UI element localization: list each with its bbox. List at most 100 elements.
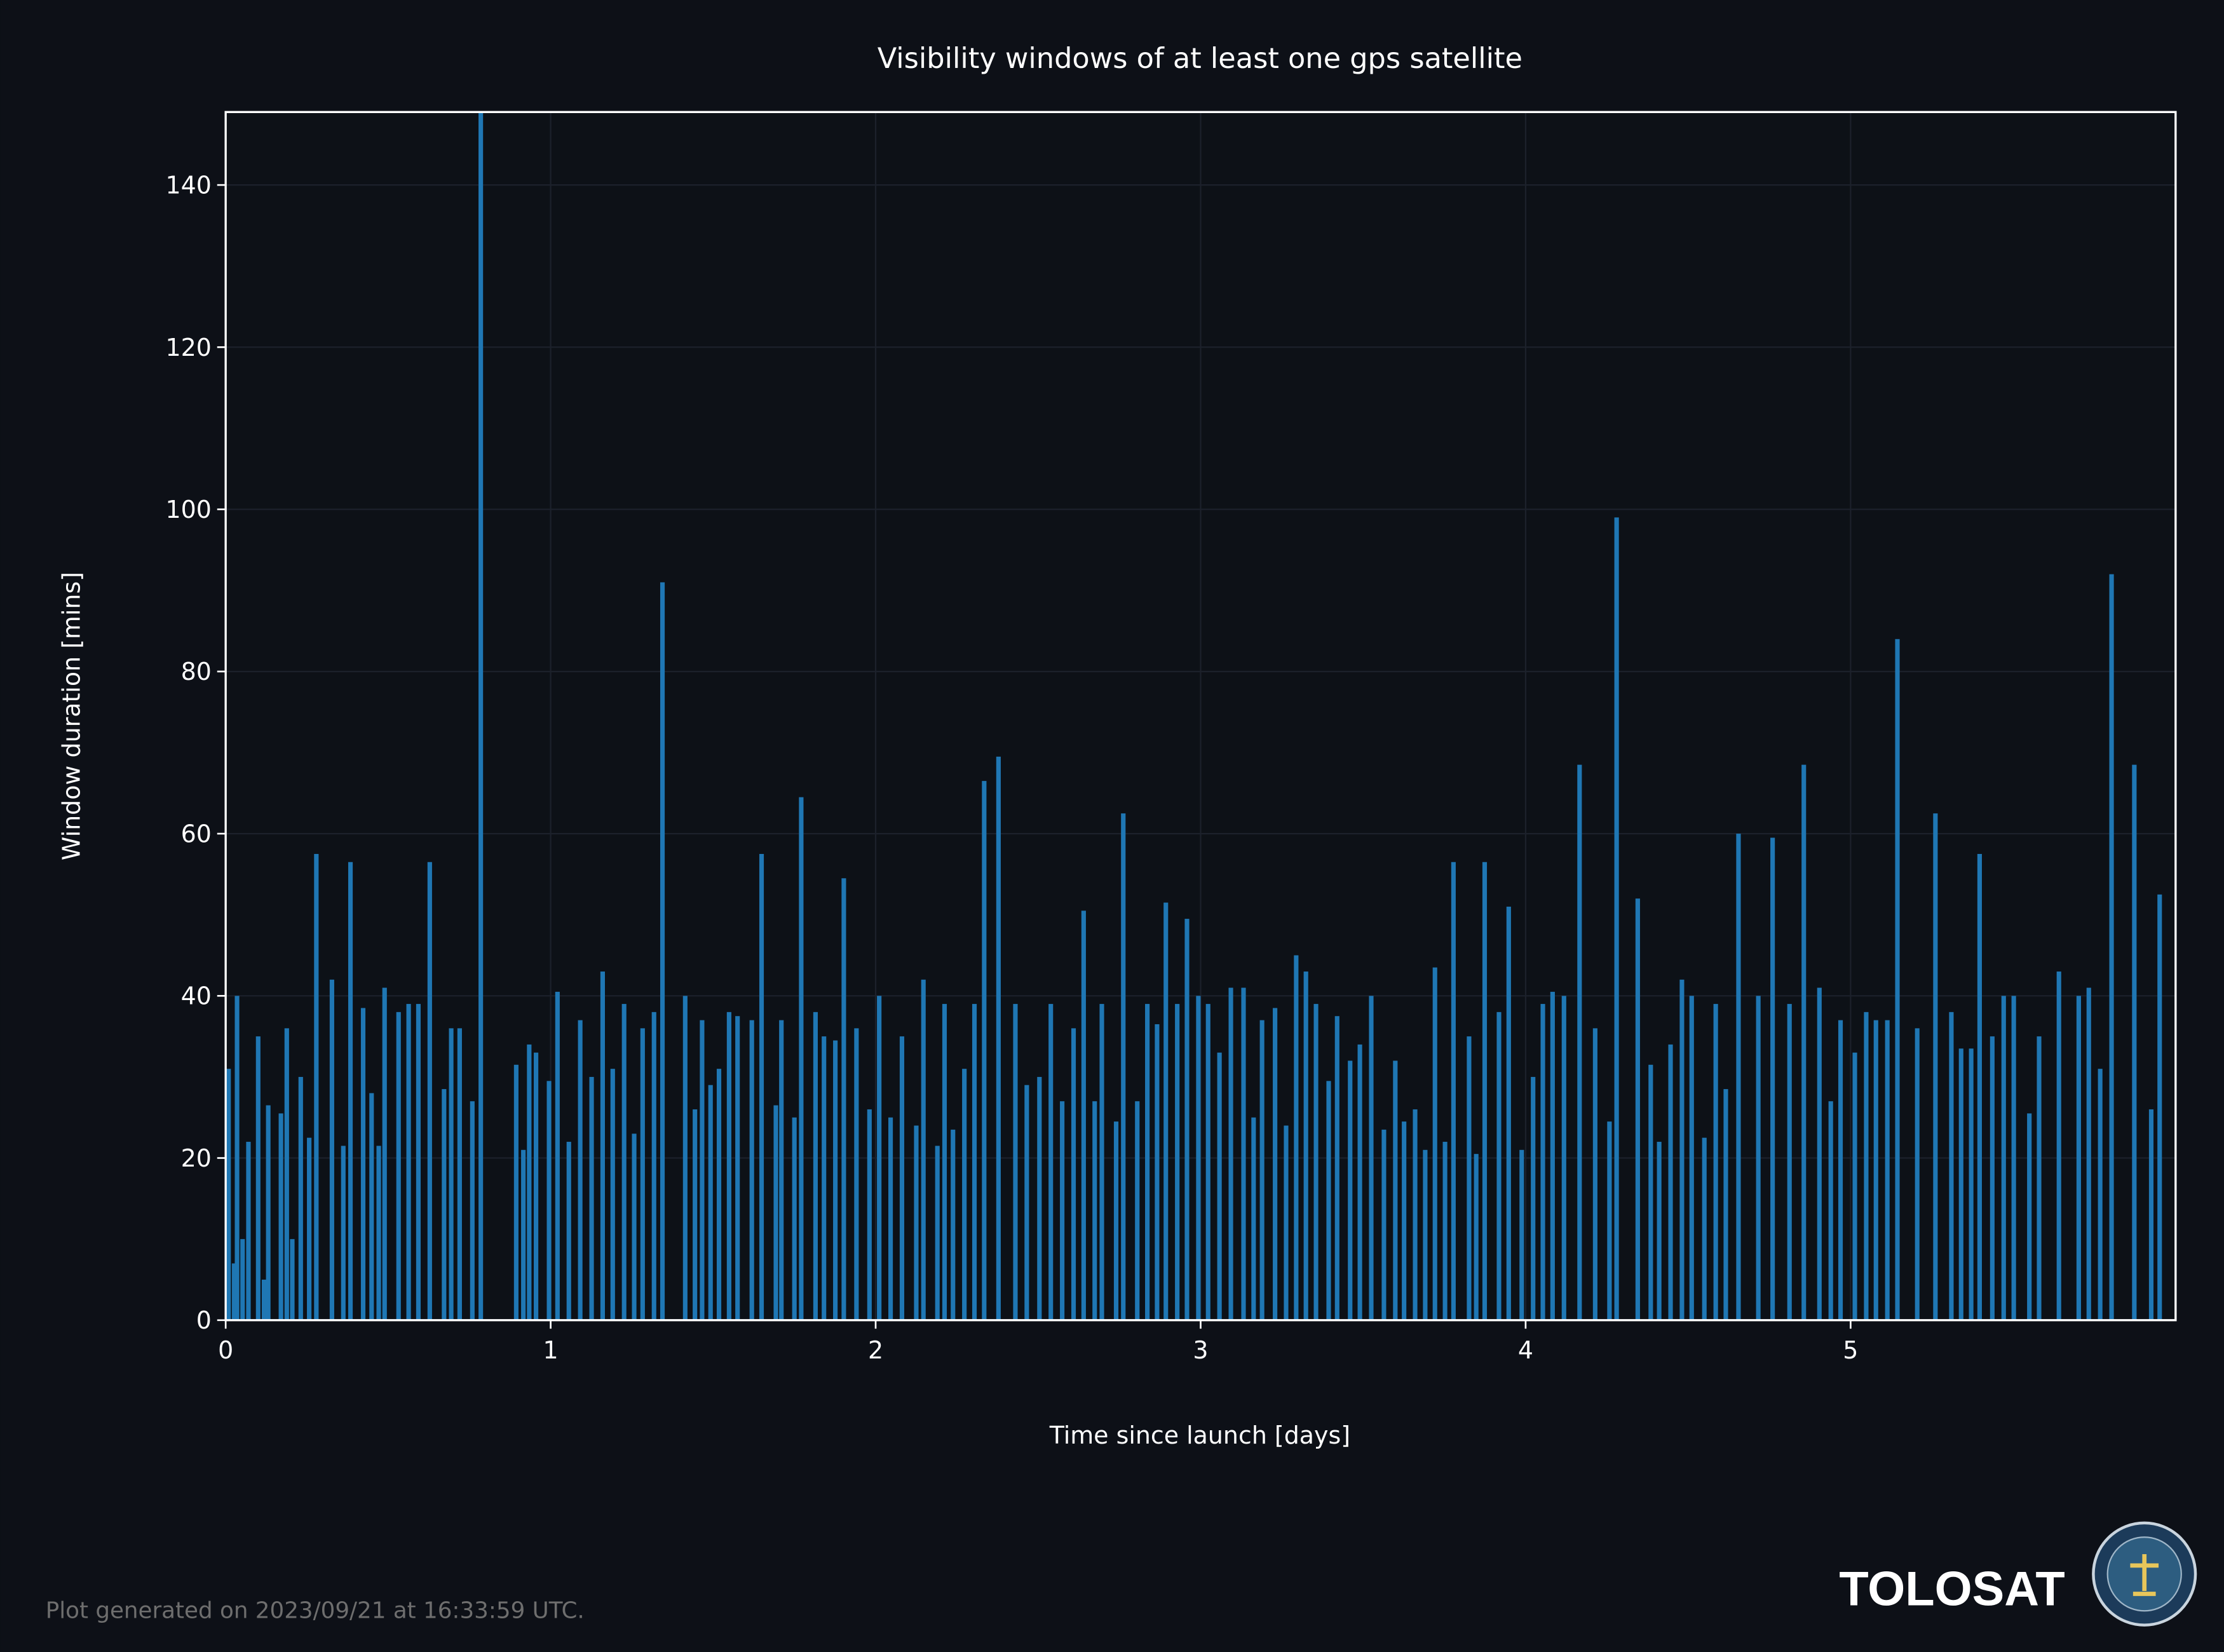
bar (1838, 1020, 1843, 1320)
bar (406, 1004, 411, 1320)
bar (1241, 987, 1246, 1320)
bar (1864, 1012, 1869, 1320)
bar (700, 1020, 705, 1320)
bar (833, 1040, 838, 1320)
bar (231, 1263, 237, 1320)
bar (284, 1028, 289, 1320)
bar (1037, 1076, 1042, 1320)
bar (972, 1004, 977, 1320)
bar (527, 1044, 532, 1320)
bar (2027, 1113, 2032, 1320)
bar (376, 1146, 381, 1320)
bar (1348, 1060, 1353, 1320)
bar (1326, 1081, 1331, 1320)
brand-name: TOLOSAT (1839, 1562, 2065, 1616)
bar (1284, 1125, 1289, 1320)
bar (396, 1012, 401, 1320)
bar (1135, 1101, 1140, 1320)
bar (1679, 979, 1685, 1320)
bar (1121, 813, 1126, 1320)
bar (682, 996, 688, 1320)
bar (951, 1129, 956, 1320)
bar (867, 1109, 872, 1320)
bar (1357, 1044, 1362, 1320)
bar (1607, 1121, 1612, 1320)
bar (1540, 1004, 1545, 1320)
bar (1723, 1089, 1728, 1320)
bar (1482, 862, 1488, 1320)
bar (1668, 1044, 1673, 1320)
bar (2109, 574, 2114, 1320)
bar (578, 1020, 583, 1320)
bar (1828, 1101, 1833, 1320)
bar (1099, 1004, 1104, 1320)
chart-title: Visibility windows of at least one gps s… (878, 42, 1522, 75)
bar (1145, 1004, 1150, 1320)
bar (261, 1279, 267, 1320)
bar (1334, 1016, 1339, 1320)
grid (225, 112, 2176, 1321)
bar (1259, 1020, 1265, 1320)
bar (1175, 1004, 1180, 1320)
bar (1024, 1085, 1029, 1320)
bar (610, 1069, 615, 1320)
bar (799, 797, 804, 1320)
brand-logo (2092, 1521, 2197, 1627)
bar (716, 1069, 722, 1320)
bar (2157, 894, 2162, 1320)
bar (1496, 1012, 1502, 1320)
bar (234, 996, 240, 1320)
bar (813, 1012, 818, 1320)
bar (1369, 996, 1374, 1320)
bar (246, 1142, 251, 1320)
bar (1736, 834, 1741, 1320)
bar (546, 1081, 552, 1320)
bar (632, 1134, 637, 1320)
bar (1949, 1012, 1954, 1320)
bar (1060, 1101, 1065, 1320)
bar (1561, 996, 1566, 1320)
bar (1217, 1052, 1222, 1320)
bar (982, 781, 987, 1320)
bar (1163, 902, 1169, 1320)
bar (1787, 1004, 1792, 1320)
bar (1393, 1060, 1398, 1320)
bar (1184, 919, 1190, 1320)
bar (708, 1085, 713, 1320)
bar (759, 853, 764, 1320)
bar (1958, 1048, 1963, 1320)
bar (534, 1052, 539, 1320)
bar (1990, 1036, 1995, 1320)
bar (2086, 987, 2091, 1320)
bar (1423, 1149, 1428, 1320)
bar (1713, 1004, 1718, 1320)
bar (1801, 764, 1807, 1320)
bar (640, 1028, 645, 1320)
bar (449, 1028, 454, 1320)
bar (888, 1117, 893, 1320)
bar (1614, 517, 1619, 1320)
bar (1635, 898, 1640, 1320)
bar (1977, 853, 1982, 1320)
bar (1702, 1137, 1707, 1320)
bar (1519, 1149, 1524, 1320)
bar (2056, 972, 2061, 1320)
bar (298, 1076, 303, 1320)
bar (1550, 991, 1555, 1320)
bar (1770, 837, 1775, 1320)
bar (996, 756, 1001, 1320)
bar (942, 1004, 947, 1320)
bar (1873, 1020, 1878, 1320)
bar (1852, 1052, 1857, 1320)
y-tick-label: 140 (165, 172, 211, 200)
bar (457, 1028, 462, 1320)
bar (1294, 955, 1299, 1320)
bar (290, 1239, 295, 1320)
bar (749, 1020, 754, 1320)
bar (1915, 1028, 1920, 1320)
bar (1155, 1024, 1160, 1320)
bar (1402, 1121, 1407, 1320)
bar (1969, 1048, 1974, 1320)
bar (1467, 1036, 1472, 1320)
